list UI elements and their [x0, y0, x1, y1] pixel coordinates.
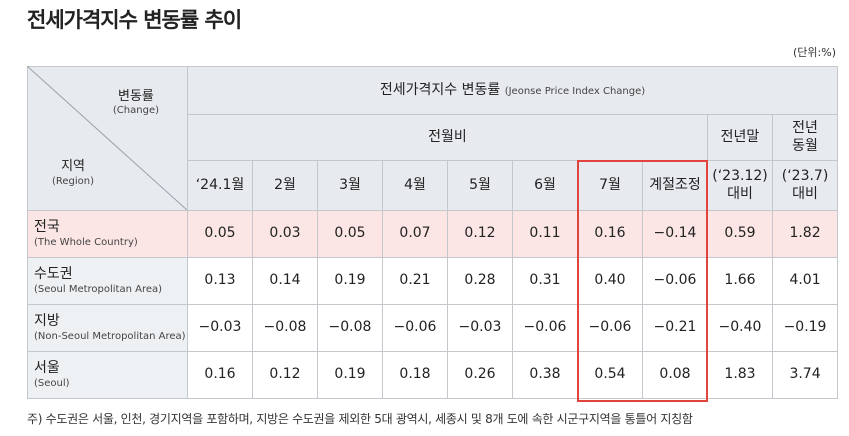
column-header: 계절조정: [642, 160, 708, 211]
region-cell: 지방 (Non-Seoul Metropolitan Area): [27, 304, 188, 352]
value-cell: 0.03: [252, 210, 318, 258]
value-cell: 0.16: [577, 210, 643, 258]
value-cell: 0.12: [447, 210, 513, 258]
value-cell: −0.06: [642, 257, 708, 305]
data-row: 수도권 (Seoul Metropolitan Area) 0.13 0.14 0.19…: [27, 257, 839, 305]
value-cell: 0.21: [382, 257, 448, 305]
value-cell: −0.40: [707, 304, 773, 352]
value-cell: 0.38: [512, 351, 578, 399]
value-cell: 3.74: [771, 351, 839, 399]
value-cell: −0.03: [447, 304, 513, 352]
extra-header-line: (‘23.12): [712, 168, 768, 184]
region-name: 지방: [34, 313, 60, 329]
region-cell: 수도권 (Seoul Metropolitan Area): [27, 257, 188, 305]
extra-header-bottom: (‘23.7) 대비: [771, 160, 839, 211]
extra-header-top: 전년 동월: [771, 114, 839, 161]
title: 전세가격지수 변동률 추이: [27, 8, 242, 32]
value-cell: 0.16: [187, 351, 253, 399]
corner-bottom-label: 지역: [61, 159, 85, 175]
value-cell: 0.19: [317, 257, 383, 305]
footnote: 주) 수도권은 서울, 인천, 경기지역을 포함하며, 지방은 수도권을 제외한…: [27, 412, 693, 426]
column-header: 2월: [252, 160, 318, 211]
extra-header-line: 대비: [727, 185, 753, 202]
value-cell: −0.08: [317, 304, 383, 352]
column-header: 4월: [382, 160, 448, 211]
unit: (단위:%): [793, 46, 836, 59]
corner-diagonal: [27, 66, 187, 210]
corner-bottom: 지역 (Region): [52, 159, 94, 188]
value-cell: 0.31: [512, 257, 578, 305]
value-cell: 0.18: [382, 351, 448, 399]
value-cell: −0.19: [771, 304, 839, 352]
value-cell: 0.26: [447, 351, 513, 399]
column-header: 5월: [447, 160, 513, 211]
value-cell: 0.19: [317, 351, 383, 399]
value-cell: 0.28: [447, 257, 513, 305]
extra-header-line: 전년: [792, 120, 818, 136]
value-cell: 0.40: [577, 257, 643, 305]
region-name-en: (Seoul): [34, 377, 70, 389]
data-row: 서울 (Seoul) 0.16 0.12 0.19 0.18 0.26 0.38 0.54 0.0…: [27, 351, 839, 399]
region-cell: 서울 (Seoul): [27, 351, 188, 399]
extra-header-line: 대비: [792, 185, 818, 202]
column-header: ‘24.1월: [187, 160, 253, 211]
value-cell: 0.12: [252, 351, 318, 399]
table: 변동률 (Change) 지역 (Region) 전세가격지수 변동률 (Jeonse …: [27, 66, 839, 399]
column-header: 3월: [317, 160, 383, 211]
corner-top-en: (Change): [112, 105, 159, 117]
corner-bottom-en: (Region): [52, 175, 95, 187]
value-cell: 0.54: [577, 351, 643, 399]
value-cell: 4.01: [771, 257, 839, 305]
region-name: 서울: [34, 360, 60, 376]
region-name-en: (The Whole Country): [34, 236, 138, 248]
value-cell: −0.21: [642, 304, 708, 352]
subgroup-header: 전월비: [187, 114, 708, 161]
value-cell: −0.06: [382, 304, 448, 352]
value-cell: 0.05: [317, 210, 383, 258]
value-cell: −0.08: [252, 304, 318, 352]
value-cell: 0.59: [707, 210, 773, 258]
group-label-en: (Jeonse Price Index Change): [504, 85, 646, 97]
corner-top-label: 변동률: [118, 89, 154, 104]
region-cell: 전국 (The Whole Country): [27, 210, 188, 258]
value-cell: 0.13: [187, 257, 253, 305]
value-cell: −0.03: [187, 304, 253, 352]
region-name-en: (Seoul Metropolitan Area): [34, 283, 163, 295]
region-name: 전국: [34, 219, 60, 235]
region-name: 수도권: [34, 266, 73, 282]
data-row: 지방 (Non-Seoul Metropolitan Area) −0.03 −0.0…: [27, 304, 839, 352]
value-cell: 0.11: [512, 210, 578, 258]
column-header: 7월: [577, 160, 643, 211]
corner-top: 변동률 (Change): [113, 89, 159, 118]
value-cell: 0.08: [642, 351, 708, 399]
extra-header-line: 전년말: [720, 128, 760, 145]
header-row: 변동률 (Change) 지역 (Region) 전세가격지수 변동률 (Jeonse …: [27, 66, 839, 211]
value-cell: 1.66: [707, 257, 773, 305]
value-cell: −0.06: [512, 304, 578, 352]
region-name-en: (Non-Seoul Metropolitan Area): [34, 330, 186, 342]
extra-header-bottom: (‘23.12) 대비: [707, 160, 773, 211]
value-cell: 0.07: [382, 210, 448, 258]
group-header: 전세가격지수 변동률 (Jeonse Price Index Change): [186, 66, 839, 115]
value-cell: −0.06: [577, 304, 643, 352]
value-cell: −0.14: [642, 210, 708, 258]
value-cell: 0.14: [252, 257, 318, 305]
value-cell: 1.83: [707, 351, 773, 399]
column-header: 6월: [512, 160, 578, 211]
data-row: 전국 (The Whole Country) 0.05 0.03 0.05 0.07 0.1…: [27, 210, 839, 258]
extra-header-line: 동월: [792, 137, 818, 154]
value-cell: 0.05: [187, 210, 253, 258]
extra-header-top: 전년말: [707, 114, 773, 161]
header-row: ‘24.1월 2월 3월 4월 5월 6월 7월 계절조정 (‘23.12) 대비 (‘23.7) 대…: [28, 160, 839, 211]
value-cell: 1.82: [771, 210, 839, 258]
group-label: 전세가격지수 변동률: [379, 81, 501, 98]
extra-header-line: (‘23.7): [781, 168, 829, 184]
